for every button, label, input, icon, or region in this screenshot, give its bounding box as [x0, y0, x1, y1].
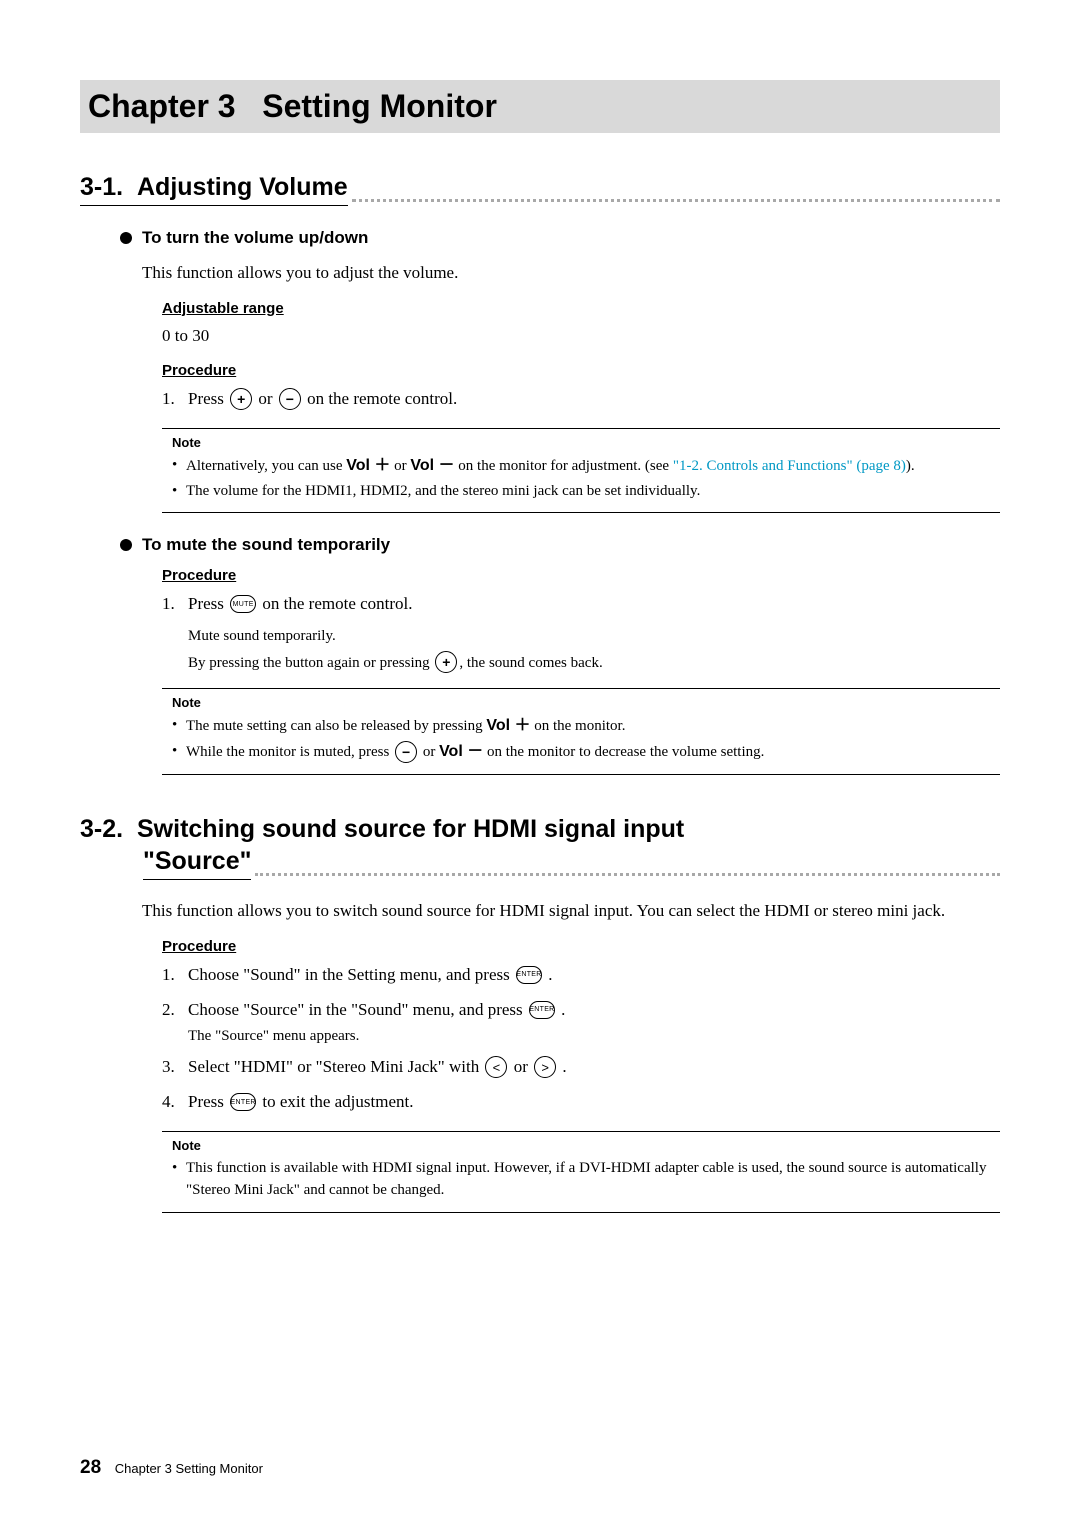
note-text: While the monitor is muted, press	[186, 744, 393, 760]
sub-step-text: Mute sound temporarily.	[188, 625, 1000, 648]
step-text: .	[558, 1057, 567, 1076]
page-footer: 28 Chapter 3 Setting Monitor	[80, 1457, 263, 1479]
vol-plus-label: Vol ＋	[486, 717, 530, 734]
step-text: Choose "Sound" in the Setting menu, and …	[188, 965, 514, 984]
note-list: Alternatively, you can use Vol ＋ or Vol …	[172, 454, 990, 503]
section-3-1: 3-1. Adjusting Volume To turn the volume…	[80, 173, 1000, 775]
step-text: on the remote control.	[258, 594, 412, 613]
list-item: While the monitor is muted, press − or V…	[172, 740, 990, 764]
note-box: Note This function is available with HDM…	[162, 1131, 1000, 1213]
step-text: or	[254, 389, 277, 408]
step-text: or	[509, 1057, 532, 1076]
note-text: on the monitor.	[530, 718, 625, 734]
text-fragment: By pressing the button again or pressing	[188, 655, 433, 671]
step-text: .	[544, 965, 553, 984]
list-item: Press ENTER to exit the adjustment.	[162, 1088, 1000, 1117]
mini-heading: Adjustable range	[162, 300, 1000, 317]
note-label: Note	[172, 1138, 990, 1153]
section-title: 3-1. Adjusting Volume	[80, 173, 348, 206]
sub-step-text: By pressing the button again or pressing…	[188, 652, 1000, 675]
section-title: 3-2. Switching sound source for HDMI sig…	[80, 815, 684, 847]
list-item: Alternatively, you can use Vol ＋ or Vol …	[172, 454, 990, 478]
enter-icon: ENTER	[230, 1093, 256, 1111]
subhead-row: To turn the volume up/down	[120, 228, 1000, 248]
section-title-block: 3-2. Switching sound source for HDMI sig…	[80, 815, 1000, 880]
chapter-title: Chapter 3 Setting Monitor	[80, 80, 1000, 133]
section-title-row: 3-1. Adjusting Volume	[80, 173, 1000, 206]
note-text: or	[390, 458, 410, 474]
note-text: The mute setting can also be released by…	[186, 718, 486, 734]
enter-icon: ENTER	[529, 1001, 555, 1019]
note-box: Note Alternatively, you can use Vol ＋ or…	[162, 428, 1000, 514]
list-item: The mute setting can also be released by…	[172, 714, 990, 738]
procedure-list: Choose "Sound" in the Setting menu, and …	[162, 961, 1000, 1117]
list-item: Press MUTE on the remote control.	[162, 590, 1000, 619]
note-text: Alternatively, you can use	[186, 458, 346, 474]
vol-minus-label: Vol －	[439, 743, 483, 760]
note-text: on the monitor to decrease the volume se…	[483, 744, 764, 760]
mini-heading: Procedure	[162, 362, 1000, 379]
enter-icon: ENTER	[516, 966, 542, 984]
procedure-list: Press + or − on the remote control.	[162, 385, 1000, 414]
plus-icon: +	[230, 388, 252, 410]
subhead-row: To mute the sound temporarily	[120, 535, 1000, 555]
step-text: .	[557, 1000, 566, 1019]
note-box: Note The mute setting can also be releas…	[162, 688, 1000, 775]
step-text: Press	[188, 1092, 228, 1111]
section-name: Adjusting Volume	[137, 173, 348, 201]
step-text: on the remote control.	[303, 389, 457, 408]
page-number: 28	[80, 1457, 101, 1478]
step-text: Press	[188, 389, 228, 408]
step-text: to exit the adjustment.	[258, 1092, 413, 1111]
note-label: Note	[172, 695, 990, 710]
mini-heading: Procedure	[162, 938, 1000, 955]
section-number: 3-1.	[80, 173, 123, 201]
text-fragment: , the sound comes back.	[459, 655, 602, 671]
note-text: ).	[906, 458, 915, 474]
note-text: or	[419, 744, 439, 760]
step-text: Press	[188, 594, 228, 613]
bullet-icon	[120, 539, 132, 551]
note-list: This function is available with HDMI sig…	[172, 1157, 990, 1202]
dot-leader	[352, 199, 1000, 202]
note-text: on the monitor for adjustment. (see	[455, 458, 673, 474]
right-arrow-icon: >	[534, 1056, 556, 1078]
vol-minus-label: Vol －	[410, 457, 454, 474]
footer-label: Chapter 3 Setting Monitor	[115, 1461, 263, 1476]
section-3-2: 3-2. Switching sound source for HDMI sig…	[80, 815, 1000, 1213]
dot-leader	[255, 873, 1000, 876]
note-label: Note	[172, 435, 990, 450]
minus-icon: −	[395, 741, 417, 763]
plus-icon: +	[435, 651, 457, 673]
range-value: 0 to 30	[162, 323, 1000, 349]
left-arrow-icon: <	[485, 1056, 507, 1078]
procedure-list: Press MUTE on the remote control.	[162, 590, 1000, 619]
body-text: This function allows you to switch sound…	[142, 898, 1000, 924]
cross-reference-link[interactable]: "1-2. Controls and Functions" (page 8)	[673, 458, 906, 474]
step-text: Choose "Source" in the "Sound" menu, and…	[188, 1000, 527, 1019]
list-item: Choose "Source" in the "Sound" menu, and…	[162, 996, 1000, 1047]
list-item: Choose "Sound" in the Setting menu, and …	[162, 961, 1000, 990]
body-text: This function allows you to adjust the v…	[142, 260, 1000, 286]
mute-icon: MUTE	[230, 595, 256, 613]
vol-plus-label: Vol ＋	[346, 457, 390, 474]
list-item: Select "HDMI" or "Stereo Mini Jack" with…	[162, 1053, 1000, 1082]
section-name-line1: Switching sound source for HDMI signal i…	[137, 815, 684, 843]
list-item: This function is available with HDMI sig…	[172, 1157, 990, 1202]
minus-icon: −	[279, 388, 301, 410]
section-number: 3-2.	[80, 815, 123, 843]
sub-step-text: The "Source" menu appears.	[188, 1025, 1000, 1048]
list-item: Press + or − on the remote control.	[162, 385, 1000, 414]
bullet-icon	[120, 232, 132, 244]
mini-heading: Procedure	[162, 567, 1000, 584]
list-item: The volume for the HDMI1, HDMI2, and the…	[172, 480, 990, 503]
subhead: To turn the volume up/down	[142, 228, 368, 248]
section-title-line2: "Source"	[143, 847, 251, 880]
note-list: The mute setting can also be released by…	[172, 714, 990, 764]
subhead: To mute the sound temporarily	[142, 535, 390, 555]
step-text: Select "HDMI" or "Stereo Mini Jack" with	[188, 1057, 483, 1076]
